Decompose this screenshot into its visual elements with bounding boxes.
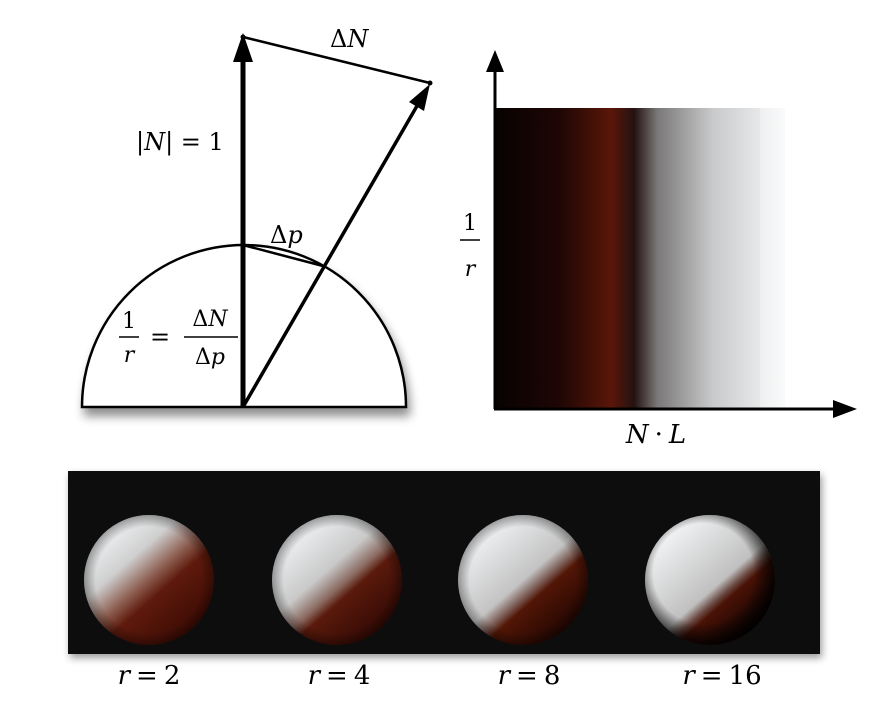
displaced-tip-dot xyxy=(427,80,433,86)
normal-magnitude-label: |N| = 1 xyxy=(136,128,224,157)
sphere-label-r16: r = 16 xyxy=(682,661,761,691)
sphere-r16 xyxy=(645,515,775,645)
sphere-label-r8: r = 8 xyxy=(498,661,561,691)
sphere-r8 xyxy=(458,515,588,645)
curvature-equals: = xyxy=(150,323,170,351)
normal-tip-dot xyxy=(240,34,246,40)
curvature-numerator: ΔN xyxy=(192,307,228,332)
x-axis-arrowhead xyxy=(833,400,857,418)
lookup-ramp xyxy=(495,108,785,408)
delta-p-label: Δp xyxy=(270,221,303,249)
sphere-label-r2: r = 2 xyxy=(118,661,181,691)
delta-p-segment xyxy=(242,243,324,268)
curvature-denominator: Δp xyxy=(195,345,225,370)
curvature-diagram: ΔN |N| = 1 Δp 1 r = ΔN Δp xyxy=(80,25,433,409)
displaced-normal-vector xyxy=(241,98,423,408)
y-axis-one: 1 xyxy=(463,211,477,236)
normal-arrowhead xyxy=(233,33,253,62)
delta-n-label: ΔN xyxy=(330,25,369,53)
curvature-one: 1 xyxy=(122,309,136,334)
curvature-r: r xyxy=(124,343,136,368)
delta-n-segment xyxy=(242,35,431,85)
y-axis-r: r xyxy=(465,257,477,282)
curvature-equation: 1 r = ΔN Δp xyxy=(119,307,238,370)
sphere-r4 xyxy=(272,515,402,645)
displaced-normal-arrowhead xyxy=(409,84,430,111)
sphere-label-r4: r = 4 xyxy=(308,661,371,691)
y-axis-arrowhead xyxy=(486,50,504,72)
sphere-panel: r = 2 r = 4 r = 8 r = 16 xyxy=(68,471,820,691)
x-axis-label: N · L xyxy=(625,420,686,450)
sphere-r2 xyxy=(84,515,214,645)
curvature-lookup-texture: 1 r N · L xyxy=(460,50,857,450)
